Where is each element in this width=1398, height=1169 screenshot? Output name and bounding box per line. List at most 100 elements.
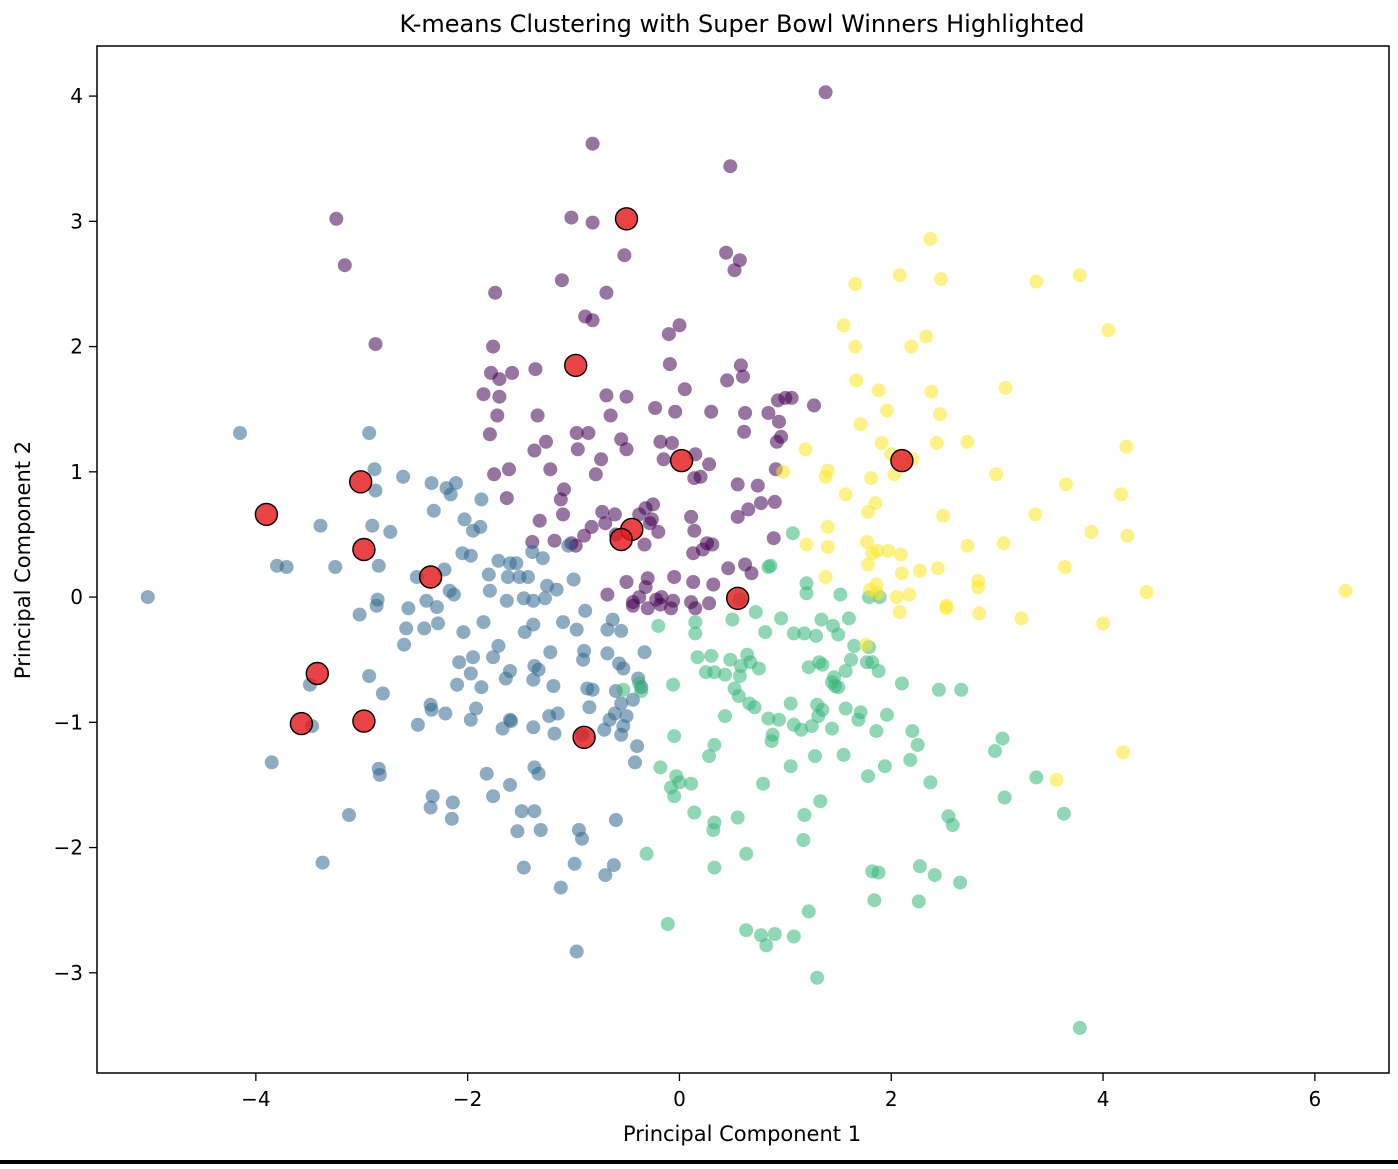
y-tick-label: −3 xyxy=(54,961,83,985)
cluster-1-point xyxy=(315,855,330,870)
cluster-1-point xyxy=(503,777,517,792)
cluster-1-point xyxy=(426,503,441,518)
cluster-1-point xyxy=(614,696,629,711)
cluster-0-point xyxy=(368,337,383,352)
cluster-0-point xyxy=(702,596,717,611)
cluster-0-point xyxy=(599,285,614,300)
x-tick-label: −4 xyxy=(241,1087,270,1111)
cluster-1-point xyxy=(533,823,548,837)
cluster-2-point xyxy=(910,737,925,752)
cluster-0-point xyxy=(741,502,756,517)
cluster-1-point xyxy=(498,671,513,686)
cluster-0-point xyxy=(553,492,568,507)
cluster-0-point xyxy=(588,467,603,482)
cluster-0-point xyxy=(502,462,516,477)
cluster-3-point xyxy=(820,540,835,554)
cluster-3-point xyxy=(874,436,889,450)
cluster-1-point xyxy=(531,766,546,781)
cluster-0-point xyxy=(539,434,553,449)
cluster-1-point xyxy=(637,645,652,660)
cluster-2-point xyxy=(867,893,882,908)
cluster-2-point xyxy=(815,657,830,672)
cluster-2-point xyxy=(684,776,699,791)
cluster-3-point xyxy=(1101,323,1116,338)
cluster-1-point xyxy=(429,600,444,615)
cluster-3-point xyxy=(939,601,954,616)
cluster-0-point xyxy=(527,443,542,458)
cluster-0-point xyxy=(662,357,677,372)
cluster-1-point xyxy=(576,652,591,667)
cluster-0-point xyxy=(719,245,734,260)
cluster-0-point xyxy=(585,313,600,328)
cluster-0-point xyxy=(585,215,600,230)
cluster-1-point xyxy=(342,808,356,822)
cluster-0-point xyxy=(667,570,682,584)
super-bowl-winner-point xyxy=(726,586,750,610)
cluster-0-point xyxy=(594,452,609,467)
cluster-3-point xyxy=(998,380,1013,395)
cluster-0-point xyxy=(619,575,634,589)
cluster-3-point xyxy=(989,467,1004,482)
cluster-1-point xyxy=(362,426,377,440)
cluster-0-point xyxy=(774,429,789,444)
cluster-2-point xyxy=(931,682,946,697)
cluster-2-point xyxy=(869,724,884,739)
cluster-2-point xyxy=(707,665,722,680)
cluster-2-point xyxy=(723,652,738,667)
cluster-1-point xyxy=(368,483,383,498)
cluster-1-point xyxy=(535,551,550,566)
cluster-3-point xyxy=(933,407,947,422)
cluster-2-point xyxy=(997,790,1012,805)
cluster-2-point xyxy=(923,775,938,790)
cluster-3-point xyxy=(893,547,908,562)
cluster-1-point xyxy=(443,487,458,502)
cluster-2-point xyxy=(667,789,682,804)
cluster-0-point xyxy=(487,467,502,482)
cluster-0-point xyxy=(772,414,786,429)
cluster-2-point xyxy=(707,815,722,830)
cluster-1-point xyxy=(328,560,343,574)
cluster-0-point xyxy=(638,580,653,595)
cluster-2-point xyxy=(751,661,766,676)
cluster-1-point xyxy=(608,813,623,827)
cluster-0-point xyxy=(532,513,547,528)
cluster-0-point xyxy=(738,406,753,420)
super-bowl-winner-point xyxy=(352,537,376,562)
cluster-1-point xyxy=(479,766,494,781)
cluster-2-point xyxy=(704,648,719,663)
cluster-1-point xyxy=(499,593,514,608)
cluster-0-point xyxy=(720,373,735,388)
cluster-3-point xyxy=(818,570,833,584)
cluster-0-point xyxy=(754,496,768,511)
x-tick-label: 2 xyxy=(885,1087,898,1111)
cluster-0-point xyxy=(656,452,671,467)
cluster-1-point xyxy=(578,603,593,618)
cluster-0-point xyxy=(482,427,497,442)
cluster-1-point xyxy=(410,717,425,732)
cluster-1-point xyxy=(383,524,398,539)
cluster-1-point xyxy=(517,625,532,640)
cluster-2-point xyxy=(725,612,740,627)
cluster-1-point xyxy=(446,587,461,602)
cluster-2-point xyxy=(786,929,801,944)
cluster-2-point xyxy=(894,676,909,691)
cluster-1-point xyxy=(556,615,570,630)
cluster-3-point xyxy=(798,442,813,457)
cluster-0-point xyxy=(505,365,520,380)
points-layer xyxy=(140,85,1353,1035)
cluster-2-point xyxy=(927,868,942,883)
cluster-3-point xyxy=(880,403,894,418)
y-tick-label: 2 xyxy=(70,335,83,359)
cluster-0-point xyxy=(530,408,545,423)
cluster-1-point xyxy=(569,622,584,637)
cluster-2-point xyxy=(730,810,745,825)
cluster-3-point xyxy=(892,605,907,620)
cluster-0-point xyxy=(486,339,501,354)
cluster-0-point xyxy=(653,597,668,612)
cluster-1-point xyxy=(538,591,552,606)
cluster-1-point xyxy=(397,637,412,652)
cluster-0-point xyxy=(688,601,703,616)
x-tick-label: 6 xyxy=(1309,1087,1322,1111)
cluster-3-point xyxy=(912,563,927,578)
cluster-1-point xyxy=(543,645,558,660)
